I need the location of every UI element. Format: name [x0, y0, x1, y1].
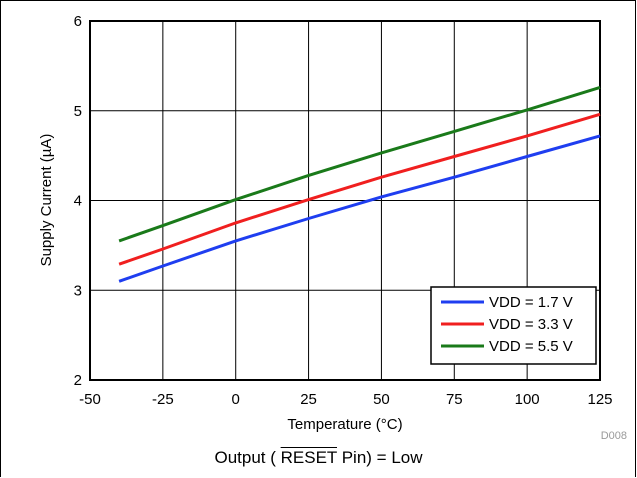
x-tick-label: 125	[587, 391, 612, 408]
x-tick-label: 100	[515, 391, 540, 408]
x-tick-label: -50	[79, 391, 101, 408]
x-tick-label: 75	[446, 391, 463, 408]
legend: VDD = 1.7 V VDD = 3.3 V VDD = 5.5 V	[430, 286, 597, 365]
figure-caption: Output ( RESET Pin) = Low	[0, 448, 637, 468]
y-axis-title: Supply Current (µA)	[38, 134, 55, 267]
y-tick-labels: 2 3 4 5 6	[74, 13, 82, 389]
legend-label-2: VDD = 3.3 V	[489, 316, 573, 333]
figure-code: D008	[601, 430, 627, 440]
series-line-2	[118, 112, 601, 266]
legend-label-1: VDD = 1.7 V	[489, 294, 573, 311]
series-line-3	[118, 85, 601, 243]
x-tick-label: 50	[373, 391, 390, 408]
caption-prefix: Output (	[214, 448, 281, 467]
x-tick-label: -25	[152, 391, 174, 408]
x-tick-label: 25	[300, 391, 317, 408]
y-tick-label: 6	[74, 13, 82, 30]
x-axis-title: Temperature (°C)	[287, 416, 402, 433]
caption-reset-overlined: RESET	[280, 448, 337, 467]
caption-suffix: Pin) = Low	[337, 448, 423, 467]
series-lines	[118, 85, 601, 283]
x-tick-label: 0	[232, 391, 240, 408]
supply-current-chart: -50 -25 0 25 50 75 100 125 2 3 4 5 6 Temperature (°…	[38, 13, 627, 440]
series-line-1	[118, 134, 601, 283]
x-tick-labels: -50 -25 0 25 50 75 100 125	[79, 391, 612, 408]
y-tick-label: 2	[74, 372, 82, 389]
y-tick-label: 5	[74, 103, 82, 120]
legend-label-3: VDD = 5.5 V	[489, 338, 573, 355]
y-tick-label: 4	[74, 193, 82, 210]
y-tick-label: 3	[74, 282, 82, 299]
